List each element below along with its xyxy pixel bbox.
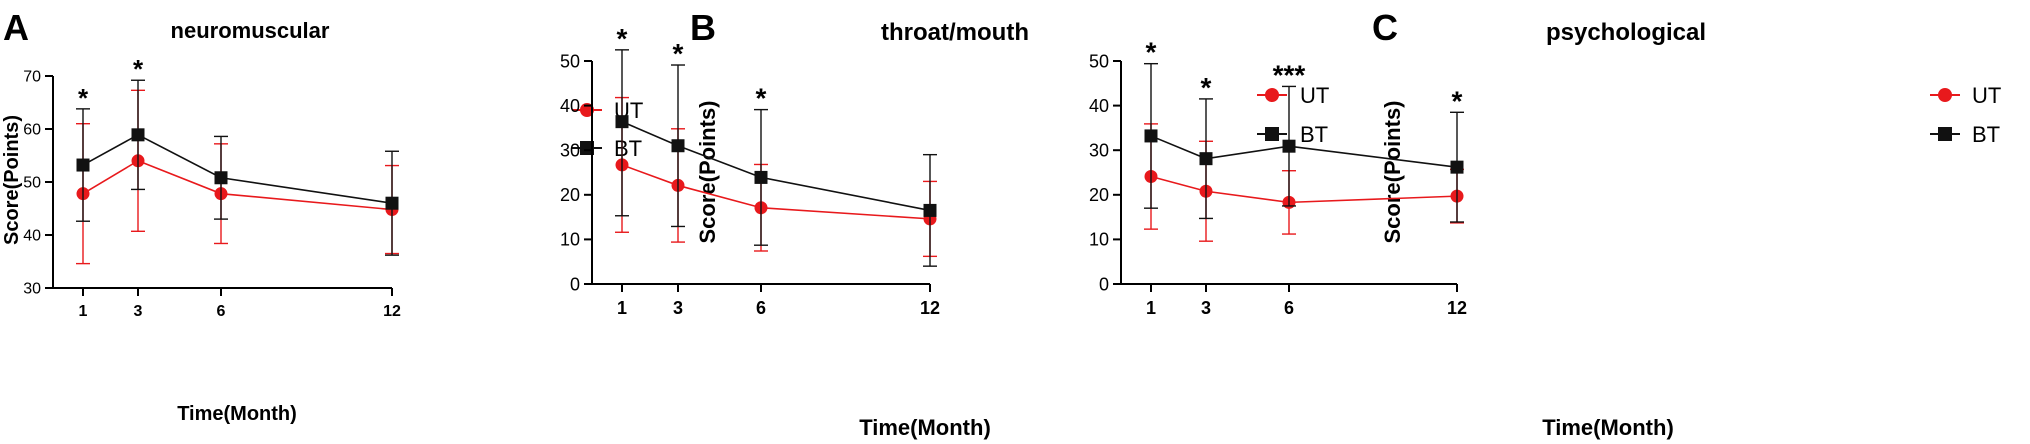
y-tick-label: 70 [23,69,41,86]
series-line-bt [621,120,931,212]
series-line-ut [621,164,931,220]
legend-item-ut: UT [1257,83,1329,108]
legend-marker-bt [1265,127,1279,141]
significance-marker: * [756,83,767,114]
y-tick-label: 50 [560,51,580,71]
significance-marker: * [78,83,89,113]
data-point-bt [385,196,399,210]
chart-title: neuromuscular [171,18,330,43]
y-tick-label: 20 [560,185,580,205]
y-tick-label: 0 [1099,274,1109,294]
legend: UT BT [572,98,643,161]
plot-area: 30 40 50 60 70 1 3 6 12 * * [23,54,401,320]
chart-title: psychological [1546,19,1706,46]
series-line-ut [82,159,393,211]
legend-marker-ut [1265,88,1279,102]
legend-marker-bt [1938,127,1952,141]
data-point-bt [754,170,768,184]
series-bt [615,49,937,267]
x-tick-label: 1 [1146,298,1156,318]
legend-label-bt: BT [1972,122,2000,147]
panel-letter: C [1372,7,1398,48]
y-axis-label: Score(Points) [1380,100,1405,243]
significance-marker: * [617,23,628,54]
legend-marker-bt [580,141,594,155]
data-point-bt [1282,139,1296,153]
y-tick-label: 40 [23,228,41,245]
y-tick-label: 30 [23,281,41,298]
y-tick-label: 30 [560,141,580,161]
significance-marker: * [1146,37,1157,68]
data-point-bt [923,203,937,217]
panel-a: A neuromuscular Score(Points) Time(Month… [1,7,643,425]
significance-marker: * [1452,85,1463,116]
series-bt [76,79,399,256]
y-tick-label: 60 [23,122,41,139]
x-tick-label: 3 [1201,298,1211,318]
legend: UT BT [1257,83,1329,147]
x-axis-label: Time(Month) [177,403,297,425]
panel-letter: B [690,7,716,48]
legend-label-bt: BT [1300,122,1328,147]
series-ut [615,96,937,258]
x-axis-label: Time(Month) [859,415,991,440]
x-tick-label: 3 [134,303,143,320]
x-tick-label: 1 [617,298,627,318]
data-point-bt [671,139,685,153]
x-axis-label: Time(Month) [1542,415,1674,440]
plot-area: 0 10 20 30 40 50 1 3 6 12 * * * [560,23,940,318]
legend: UT BT [1930,83,2001,147]
legend-item-ut: UT [572,98,643,123]
series-bt [1144,62,1464,223]
data-point-bt [214,171,228,185]
data-point-bt [76,158,90,172]
y-tick-label: 0 [570,274,580,294]
x-tick-label: 1 [79,303,88,320]
y-axis-label: Score(Points) [695,100,720,243]
data-point-bt [1199,152,1213,166]
x-tick-label: 6 [217,303,226,320]
series-ut [76,89,399,265]
x-tick-label: 12 [920,298,940,318]
y-tick-label: 30 [1089,141,1109,161]
legend-marker-ut [1938,88,1952,102]
significance-marker: *** [1273,59,1306,90]
y-axis-label: Score(Points) [1,115,23,245]
data-point-bt [131,128,145,142]
y-tick-label: 20 [1089,185,1109,205]
legend-label-bt: BT [614,136,642,161]
significance-marker: * [1201,72,1212,103]
legend-item-bt: BT [1930,122,2000,147]
chart-title: throat/mouth [881,19,1029,46]
x-tick-label: 12 [1447,298,1467,318]
data-point-bt [1144,129,1158,143]
significance-marker: * [673,38,684,69]
x-tick-label: 6 [756,298,766,318]
series-line-ut [1150,175,1458,204]
panel-letter: A [3,7,29,48]
y-tick-label: 50 [1089,51,1109,71]
x-tick-label: 6 [1284,298,1294,318]
series-line-bt [1150,135,1458,168]
significance-marker: * [133,54,144,84]
legend-label-ut: UT [1972,83,2001,108]
x-tick-label: 3 [673,298,683,318]
panel-c: C psychological Score(Points) Time(Month… [1089,7,2001,440]
legend-label-ut: UT [1300,83,1329,108]
data-point-bt [1450,160,1464,174]
y-tick-label: 50 [23,175,41,192]
legend-item-ut: UT [1930,83,2001,108]
data-point-bt [615,115,629,129]
panel-b: B throat/mouth Score(Points) Time(Month)… [560,7,1329,440]
series-line-bt [82,133,393,204]
y-tick-label: 10 [1089,230,1109,250]
x-tick-label: 12 [383,303,401,320]
y-tick-label: 40 [560,96,580,116]
legend-item-bt: BT [572,136,642,161]
y-tick-label: 40 [1089,96,1109,116]
legend-item-bt: BT [1257,122,1328,147]
y-tick-label: 10 [560,230,580,250]
